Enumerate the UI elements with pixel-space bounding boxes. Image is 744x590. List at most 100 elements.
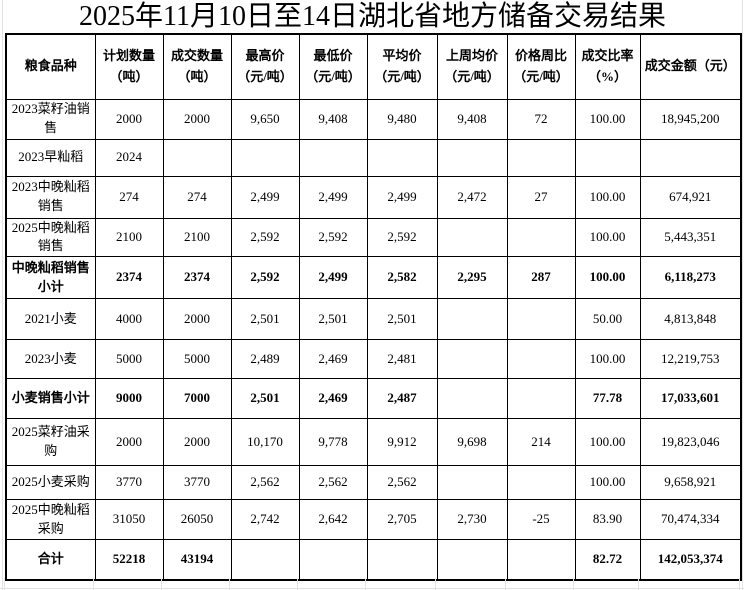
row-label-cell[interactable]: 2025中晚籼稻销售 bbox=[5, 217, 96, 258]
table-cell[interactable]: 100.00 bbox=[574, 339, 641, 380]
table-cell[interactable]: 31050 bbox=[94, 499, 164, 541]
table-cell[interactable]: 2,592 bbox=[230, 256, 300, 300]
table-cell[interactable]: 2,295 bbox=[436, 256, 508, 300]
table-cell[interactable]: 9,650 bbox=[230, 98, 300, 140]
table-cell[interactable]: 2100 bbox=[94, 217, 164, 258]
table-cell[interactable] bbox=[506, 138, 576, 177]
table-cell[interactable]: 2,499 bbox=[230, 175, 300, 219]
table-cell[interactable]: 2000 bbox=[162, 418, 232, 467]
table-cell[interactable] bbox=[436, 217, 508, 258]
table-cell[interactable]: 9,778 bbox=[298, 418, 368, 467]
table-cell[interactable]: 2,499 bbox=[298, 175, 368, 219]
table-cell[interactable]: 2000 bbox=[94, 98, 164, 140]
table-cell[interactable]: 2,469 bbox=[298, 378, 368, 420]
table-cell[interactable]: 9,912 bbox=[366, 418, 438, 467]
table-cell[interactable]: 100.00 bbox=[574, 256, 641, 300]
table-cell[interactable]: 2,501 bbox=[230, 298, 300, 341]
table-cell[interactable] bbox=[574, 138, 641, 177]
table-cell[interactable]: 12,219,753 bbox=[639, 339, 742, 380]
table-cell[interactable]: 2100 bbox=[162, 217, 232, 258]
row-label-cell[interactable]: 2023小麦 bbox=[5, 339, 96, 380]
table-cell[interactable]: 2,592 bbox=[230, 217, 300, 258]
table-cell[interactable]: 274 bbox=[94, 175, 164, 219]
table-cell[interactable]: 77.78 bbox=[574, 378, 641, 420]
column-header[interactable]: 成交金额（元） bbox=[639, 33, 742, 100]
table-cell[interactable]: 2,499 bbox=[366, 175, 438, 219]
table-cell[interactable]: 5000 bbox=[162, 339, 232, 380]
table-cell[interactable]: 2000 bbox=[162, 98, 232, 140]
table-cell[interactable] bbox=[436, 339, 508, 380]
table-cell[interactable] bbox=[366, 539, 438, 581]
table-cell[interactable] bbox=[506, 465, 576, 501]
table-cell[interactable]: 2,705 bbox=[366, 499, 438, 541]
table-cell[interactable]: 4,813,848 bbox=[639, 298, 742, 341]
table-cell[interactable] bbox=[366, 138, 438, 177]
row-label-cell[interactable]: 2025中晚籼稻采购 bbox=[5, 499, 96, 541]
row-label-cell[interactable]: 2023菜籽油销售 bbox=[5, 98, 96, 140]
table-cell[interactable]: 3770 bbox=[94, 465, 164, 501]
column-header[interactable]: 最高价 （元/吨） bbox=[230, 33, 300, 100]
table-cell[interactable]: 2000 bbox=[94, 418, 164, 467]
table-cell[interactable]: 674,921 bbox=[639, 175, 742, 219]
table-cell[interactable]: 70,474,334 bbox=[639, 499, 742, 541]
table-cell[interactable]: 274 bbox=[162, 175, 232, 219]
table-cell[interactable] bbox=[436, 138, 508, 177]
row-label-cell[interactable]: 中晚籼稻销售小计 bbox=[5, 256, 96, 300]
table-cell[interactable] bbox=[506, 339, 576, 380]
table-cell[interactable]: 5,443,351 bbox=[639, 217, 742, 258]
row-label-cell[interactable]: 小麦销售小计 bbox=[5, 378, 96, 420]
table-cell[interactable]: 2,562 bbox=[366, 465, 438, 501]
table-cell[interactable]: 9,408 bbox=[298, 98, 368, 140]
table-cell[interactable]: 2,481 bbox=[366, 339, 438, 380]
table-cell[interactable]: 82.72 bbox=[574, 539, 641, 581]
column-header[interactable]: 平均价 （元/吨） bbox=[366, 33, 438, 100]
column-header[interactable]: 计划数量 （吨） bbox=[94, 33, 164, 100]
table-cell[interactable]: 50.00 bbox=[574, 298, 641, 341]
table-cell[interactable]: 100.00 bbox=[574, 175, 641, 219]
table-cell[interactable]: 2,742 bbox=[230, 499, 300, 541]
table-cell[interactable]: 2,592 bbox=[366, 217, 438, 258]
table-cell[interactable] bbox=[506, 298, 576, 341]
table-cell[interactable]: 2,469 bbox=[298, 339, 368, 380]
table-cell[interactable]: 2024 bbox=[94, 138, 164, 177]
table-cell[interactable]: 2,562 bbox=[298, 465, 368, 501]
row-label-cell[interactable]: 2021小麦 bbox=[5, 298, 96, 341]
table-cell[interactable] bbox=[436, 298, 508, 341]
row-label-cell[interactable]: 2023早籼稻 bbox=[5, 138, 96, 177]
table-cell[interactable]: 18,945,200 bbox=[639, 98, 742, 140]
table-cell[interactable] bbox=[436, 465, 508, 501]
table-cell[interactable]: 7000 bbox=[162, 378, 232, 420]
table-cell[interactable]: 10,170 bbox=[230, 418, 300, 467]
table-cell[interactable]: 9,480 bbox=[366, 98, 438, 140]
table-cell[interactable]: 2374 bbox=[94, 256, 164, 300]
table-cell[interactable]: 2,489 bbox=[230, 339, 300, 380]
table-cell[interactable] bbox=[230, 539, 300, 581]
table-cell[interactable]: 9000 bbox=[94, 378, 164, 420]
table-cell[interactable]: 6,118,273 bbox=[639, 256, 742, 300]
column-header[interactable]: 成交比率 （%） bbox=[574, 33, 641, 100]
table-cell[interactable]: 100.00 bbox=[574, 418, 641, 467]
table-cell[interactable]: 2,501 bbox=[298, 298, 368, 341]
table-cell[interactable]: 2,642 bbox=[298, 499, 368, 541]
table-cell[interactable]: 43194 bbox=[162, 539, 232, 581]
row-label-cell[interactable]: 2025菜籽油采购 bbox=[5, 418, 96, 467]
row-label-cell[interactable]: 2023中晚籼稻销售 bbox=[5, 175, 96, 219]
column-header[interactable]: 价格周比 （元/吨） bbox=[506, 33, 576, 100]
table-cell[interactable]: 83.90 bbox=[574, 499, 641, 541]
table-cell[interactable]: -25 bbox=[506, 499, 576, 541]
table-cell[interactable]: 19,823,046 bbox=[639, 418, 742, 467]
table-cell[interactable] bbox=[639, 138, 742, 177]
table-cell[interactable] bbox=[506, 217, 576, 258]
table-cell[interactable]: 52218 bbox=[94, 539, 164, 581]
column-header[interactable]: 最低价 （元/吨） bbox=[298, 33, 368, 100]
table-cell[interactable]: 2,501 bbox=[230, 378, 300, 420]
table-cell[interactable]: 27 bbox=[506, 175, 576, 219]
table-cell[interactable]: 2,582 bbox=[366, 256, 438, 300]
table-cell[interactable] bbox=[230, 138, 300, 177]
table-cell[interactable]: 2,487 bbox=[366, 378, 438, 420]
table-cell[interactable]: 17,033,601 bbox=[639, 378, 742, 420]
table-cell[interactable]: 100.00 bbox=[574, 98, 641, 140]
column-header[interactable]: 粮食品种 bbox=[5, 33, 96, 100]
table-cell[interactable]: 2,472 bbox=[436, 175, 508, 219]
table-cell[interactable] bbox=[436, 539, 508, 581]
